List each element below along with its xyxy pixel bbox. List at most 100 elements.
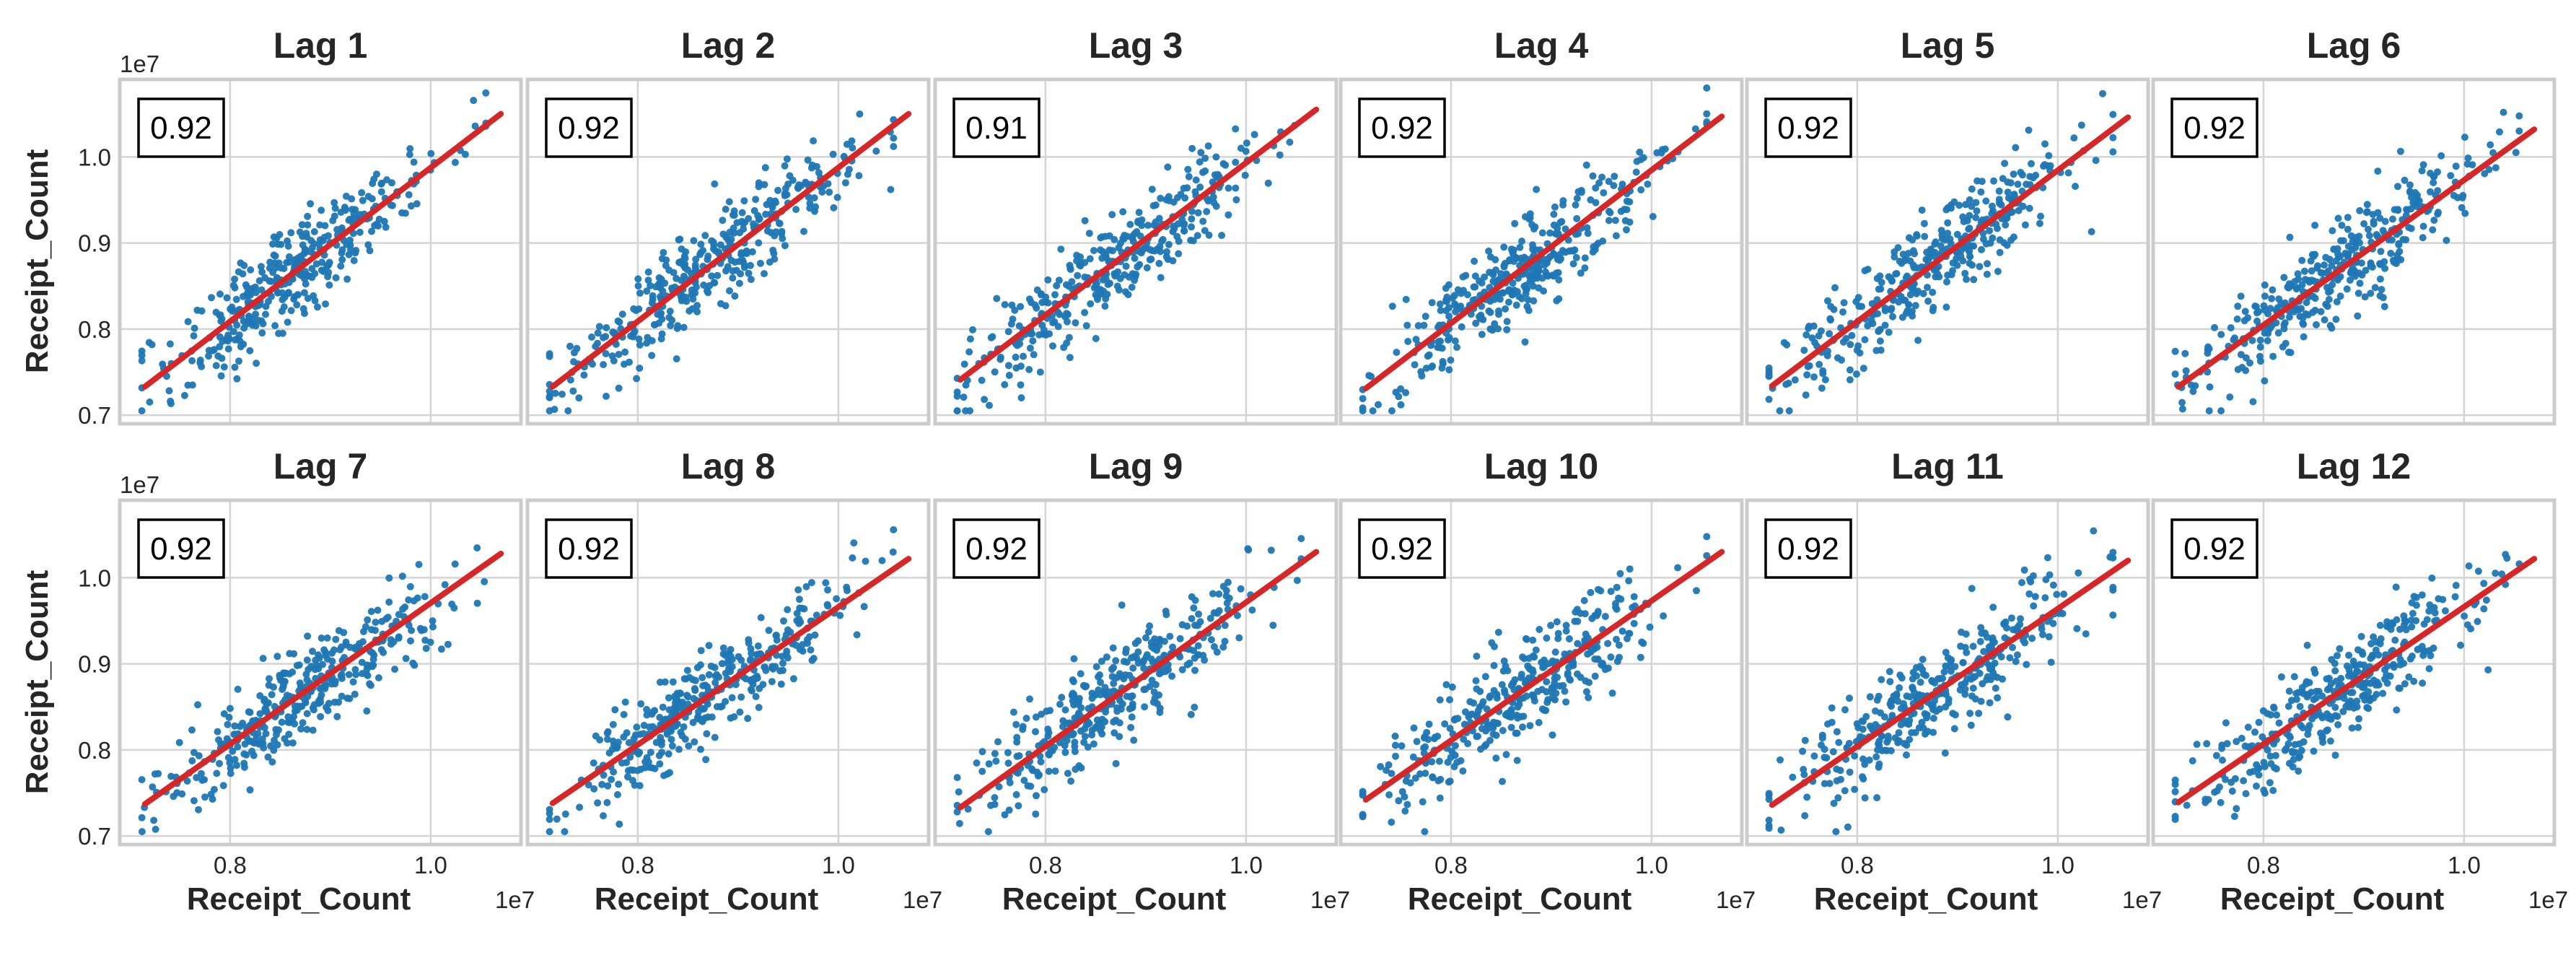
scatter-point <box>1915 691 1923 699</box>
scatter-point <box>966 407 974 415</box>
scatter-point <box>1126 221 1134 228</box>
scatter-point <box>1601 666 1609 673</box>
scatter-point <box>1555 276 1563 284</box>
scatter-point <box>271 252 279 260</box>
scatter-point <box>736 708 744 716</box>
scatter-point <box>2334 721 2342 728</box>
scatter-point <box>1510 679 1517 686</box>
scatter-point <box>1062 281 1070 289</box>
scatter-point <box>618 310 626 318</box>
scatter-point <box>1463 291 1471 299</box>
scatter-point <box>190 324 198 332</box>
scatter-point <box>1232 184 1240 192</box>
scatter-point <box>347 245 354 253</box>
scatter-point <box>1409 753 1417 761</box>
scatter-point <box>1852 370 1860 378</box>
scatter-point <box>701 232 709 240</box>
scatter-point <box>1446 777 1454 785</box>
scatter-point <box>1924 256 1932 264</box>
scatter-point <box>1918 206 1926 214</box>
scatter-point <box>1598 659 1606 667</box>
scatter-point <box>1035 331 1043 339</box>
scatter-point <box>2305 722 2313 729</box>
scatter-point <box>2405 673 2413 681</box>
scatter-point <box>1513 254 1520 262</box>
scatter-point <box>1785 407 1793 415</box>
scatter-point <box>802 583 810 590</box>
scatter-point <box>1894 697 1902 705</box>
scatter-point <box>860 603 868 611</box>
scatter-point <box>1169 257 1177 265</box>
scatter-point <box>792 206 800 214</box>
scatter-point <box>280 303 288 311</box>
scatter-point <box>1996 199 2004 207</box>
scatter-point <box>385 598 393 606</box>
scatter-point <box>1077 670 1085 678</box>
scatter-point <box>1959 658 1967 666</box>
scatter-point <box>319 660 326 668</box>
scatter-point <box>1445 366 1453 374</box>
scatter-point <box>964 805 972 813</box>
scatter-point <box>2346 670 2354 678</box>
scatter-point <box>317 266 325 274</box>
scatter-point <box>2435 595 2443 603</box>
scatter-point <box>1020 777 1028 785</box>
y-offset-label-bottom: 1e7 <box>120 471 159 498</box>
scatter-point <box>1476 277 1483 285</box>
scatter-point <box>2360 220 2368 227</box>
scatter-point <box>1001 380 1009 388</box>
scatter-point <box>1942 303 1950 311</box>
x-tick-label: 0.8 <box>1434 852 1468 878</box>
scatter-point <box>1905 301 1913 309</box>
scatter-point <box>2002 214 2010 222</box>
scatter-point <box>1632 168 1640 176</box>
scatter-point <box>1846 768 1854 776</box>
scatter-point <box>1509 279 1517 287</box>
scatter-point <box>333 226 341 233</box>
scatter-point <box>2451 593 2459 601</box>
scatter-point <box>1448 683 1456 691</box>
scatter-point <box>1983 633 1991 641</box>
scatter-point <box>406 151 413 159</box>
scatter-point <box>1875 326 1883 334</box>
scatter-point <box>2002 221 2010 229</box>
scatter-point <box>1874 310 1881 318</box>
scatter-point <box>1375 401 1382 409</box>
scatter-point <box>1393 349 1401 357</box>
scatter-point <box>2447 172 2455 180</box>
scatter-point <box>546 350 553 358</box>
scatter-point <box>1163 248 1170 256</box>
scatter-point <box>2334 652 2341 660</box>
scatter-point <box>2205 407 2213 415</box>
scatter-point <box>1992 220 2000 228</box>
scatter-point <box>1941 749 1949 757</box>
scatter-point <box>1395 797 1403 805</box>
scatter-point <box>1523 635 1530 643</box>
scatter-point <box>1674 564 1682 572</box>
scatter-point <box>680 323 688 331</box>
scatter-point <box>1180 227 1188 235</box>
scatter-point <box>1613 583 1621 591</box>
scatter-point <box>2193 741 2201 749</box>
scatter-point <box>1999 675 2007 683</box>
scatter-point <box>1225 211 1232 219</box>
scatter-point <box>342 638 350 646</box>
scatter-point <box>1250 131 1258 139</box>
scatter-point <box>2099 90 2106 97</box>
scatter-point <box>1909 668 1917 676</box>
scatter-point <box>640 730 647 738</box>
scatter-point <box>1828 718 1836 726</box>
scatter-point <box>2178 405 2186 413</box>
correlation-box-lag-5 <box>1764 97 1852 158</box>
scatter-point <box>1872 753 1880 761</box>
scatter-point <box>738 209 746 217</box>
scatter-point <box>856 110 864 118</box>
scatter-point <box>277 240 285 248</box>
scatter-point <box>2311 669 2319 677</box>
scatter-point <box>724 263 732 271</box>
scatter-point <box>1191 596 1199 604</box>
scatter-point <box>725 649 732 657</box>
scatter-point <box>2408 653 2416 660</box>
scatter-point <box>1493 694 1501 702</box>
